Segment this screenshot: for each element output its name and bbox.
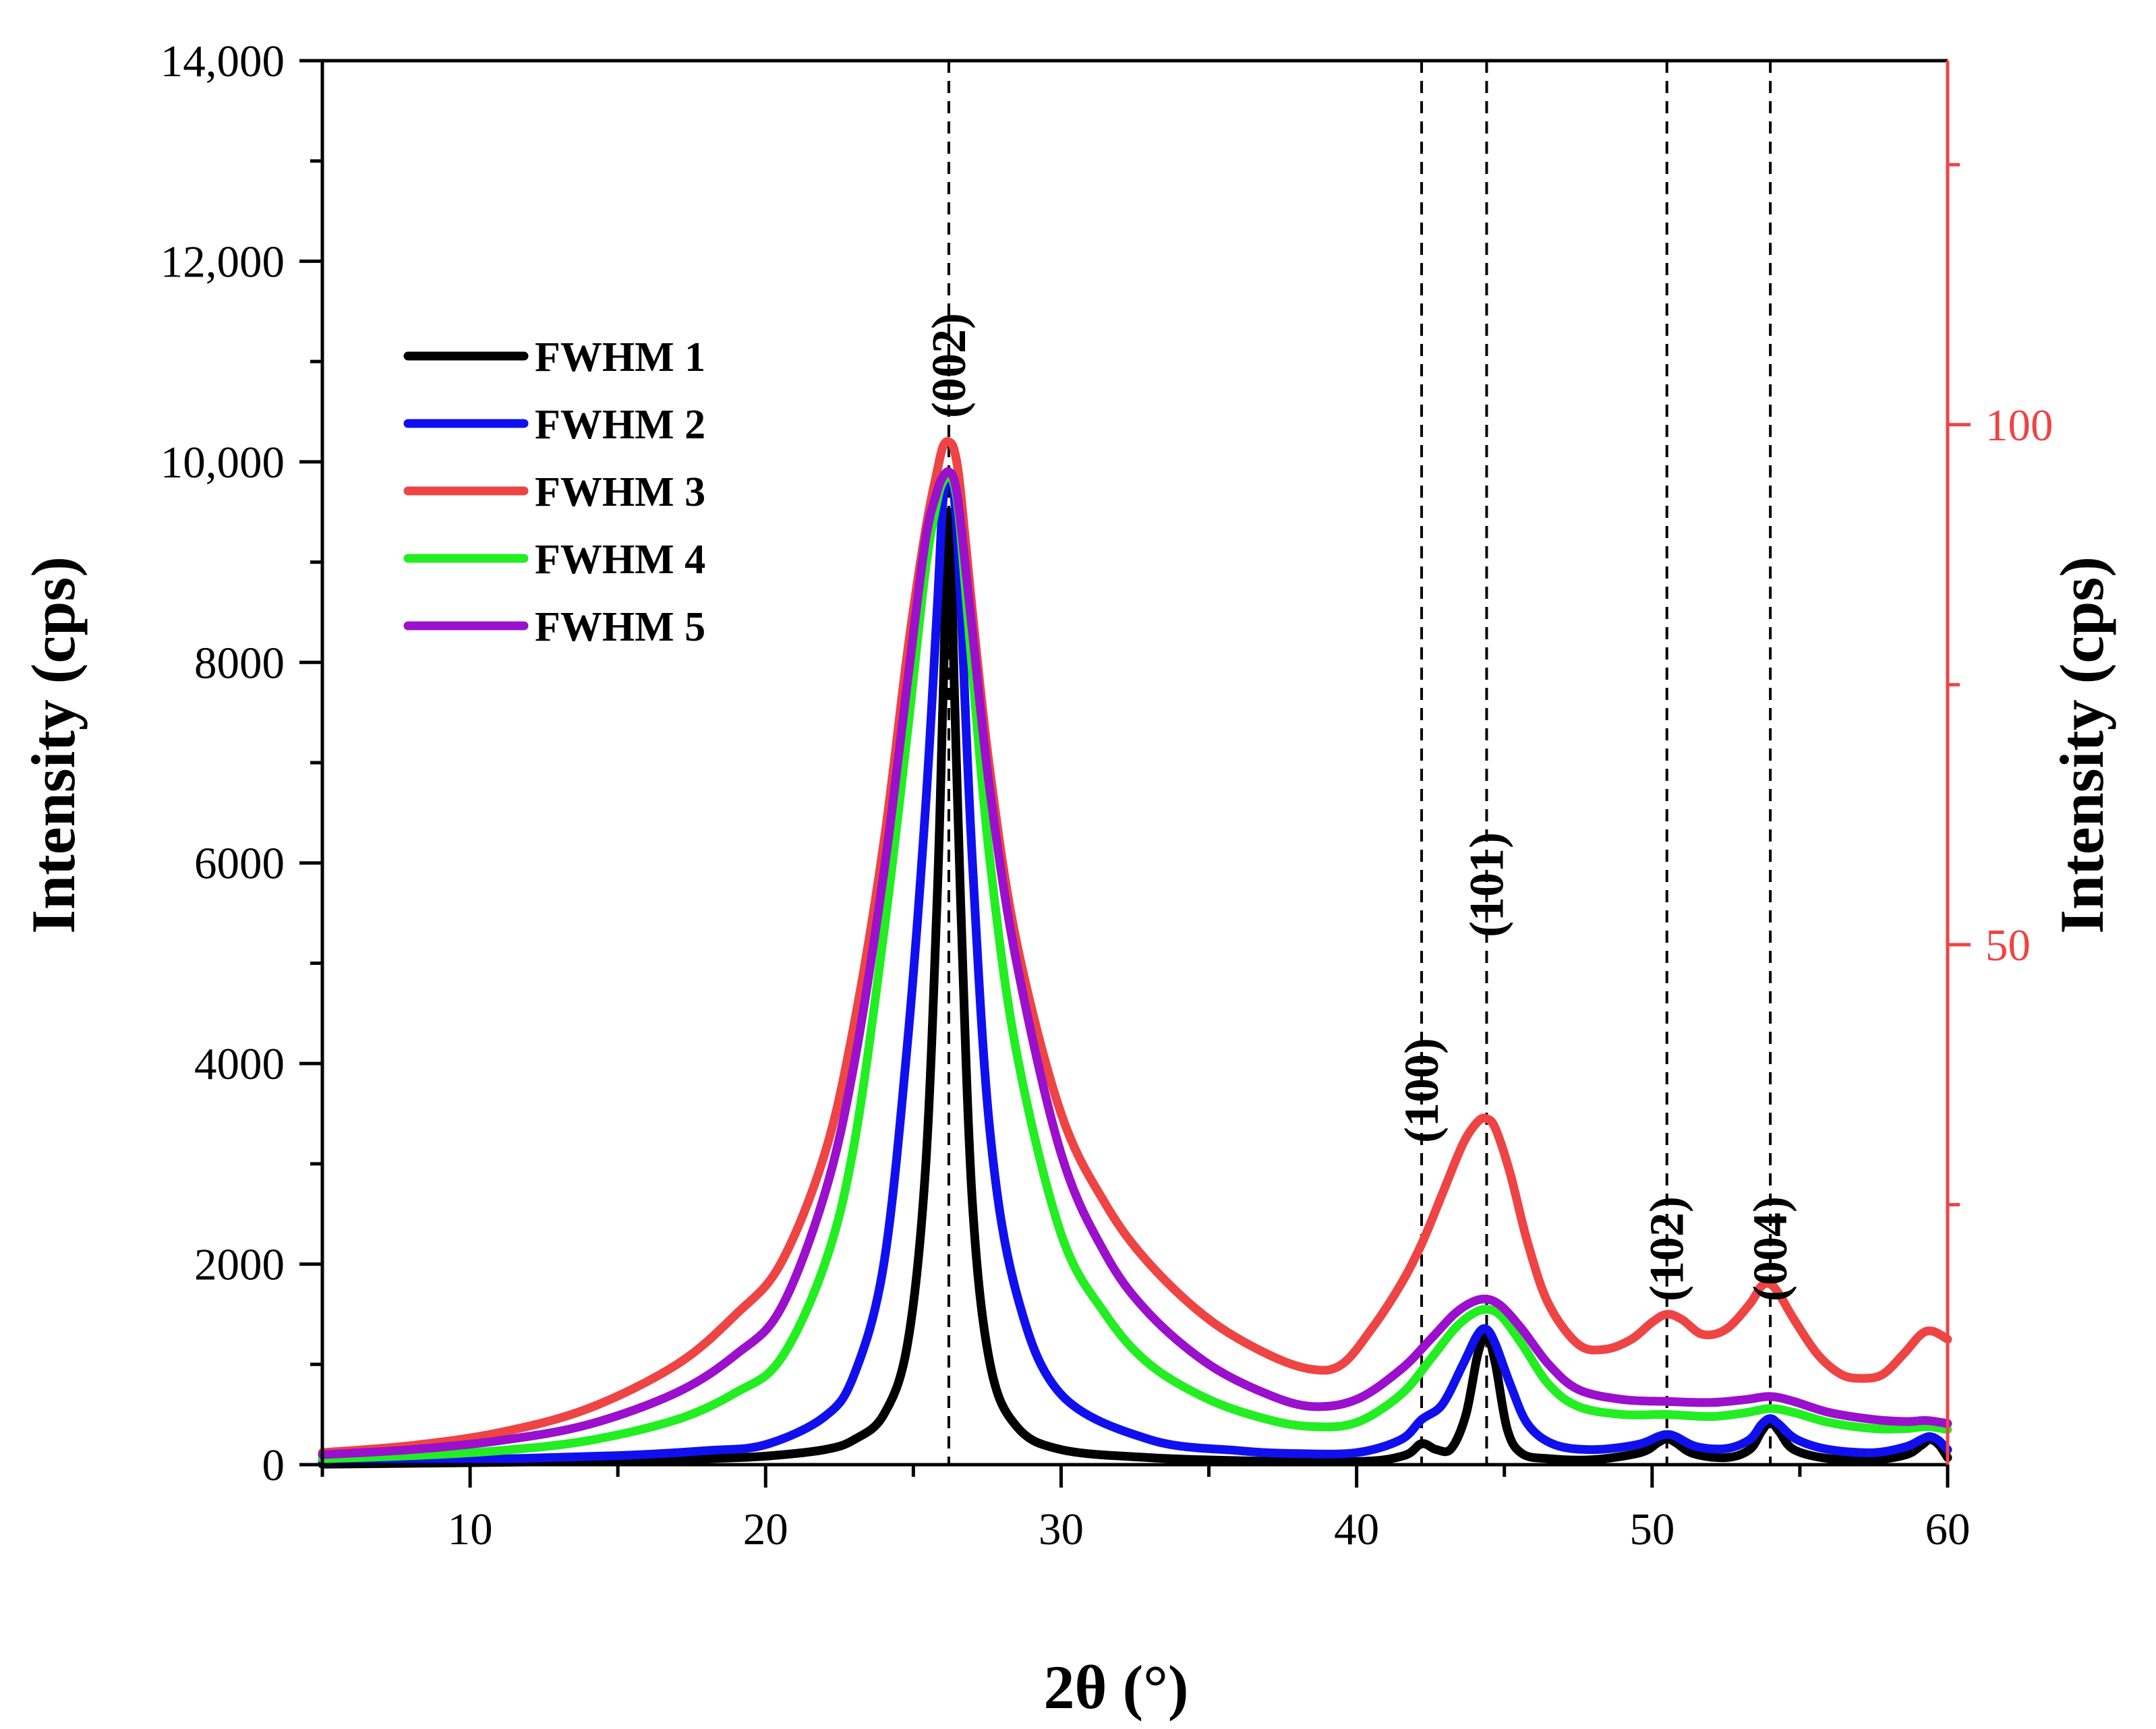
x-tick-label: 20 [743, 1504, 788, 1554]
legend-label: FWHM 4 [535, 537, 705, 583]
y2-tick-label: 50 [1985, 920, 2031, 970]
x-tick-label: 40 [1334, 1504, 1379, 1554]
series-line-fwhm-3 [318, 437, 1952, 1457]
series-line-fwhm-4 [318, 472, 1952, 1463]
peak-label: (102) [1640, 1196, 1694, 1301]
peak-label: (100) [1395, 1038, 1449, 1143]
peak-label: (004) [1743, 1196, 1797, 1301]
axes-group: 10 20 30 40 50 60 0 2000 4000 6000 8000 10,000 12,00… [161, 36, 2053, 1554]
y-tick-label: 10,000 [161, 438, 285, 488]
legend-label: FWHM 1 [535, 334, 705, 380]
series-group [318, 437, 1952, 1469]
y-tick-label: 6000 [194, 839, 285, 889]
y-axis-title-left: Intensity (cps) [19, 556, 88, 934]
x-tick-label: 30 [1039, 1504, 1084, 1554]
y-tick-label: 8000 [194, 638, 285, 688]
legend-label: FWHM 2 [535, 402, 705, 448]
x-axis-title: 2θ (°) [1043, 1653, 1188, 1722]
legend-label: FWHM 3 [535, 469, 705, 515]
x-tick-label: 10 [448, 1504, 493, 1554]
x-tick-label: 60 [1925, 1504, 1971, 1554]
y-tick-label: 0 [262, 1440, 285, 1490]
peak-guide-lines [947, 61, 1772, 1465]
legend-label: FWHM 5 [535, 604, 705, 650]
peak-labels: (002) (100) (101) (102) (004) [922, 313, 1797, 1301]
y-tick-label: 14,000 [161, 36, 285, 86]
y2-tick-label: 100 [1985, 401, 2053, 450]
x-tick-label: 50 [1629, 1504, 1674, 1554]
legend: FWHM 1 FWHM 2 FWHM 3 FWHM 4 FWHM 5 [403, 334, 705, 650]
series-line-fwhm-1 [318, 507, 1952, 1469]
y-axis-title-right: Intensity (cps) [2047, 556, 2116, 934]
y-tick-label: 2000 [194, 1240, 285, 1290]
y-tick-label: 12,000 [161, 237, 285, 287]
series-line-fwhm-2 [318, 467, 1952, 1467]
peak-label: (101) [1459, 832, 1513, 937]
series-line-fwhm-5 [318, 467, 1952, 1459]
y-tick-label: 4000 [194, 1039, 285, 1089]
peak-label: (002) [922, 313, 976, 418]
